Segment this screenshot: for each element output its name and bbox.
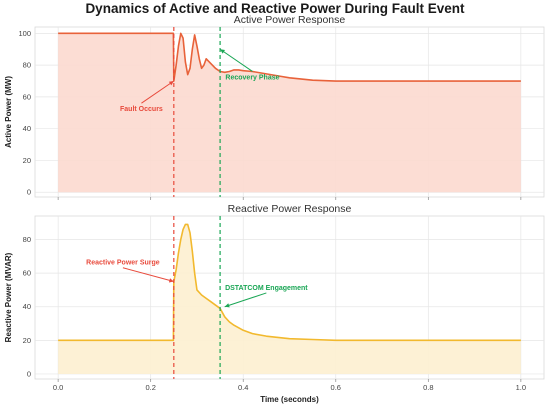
reactive-annotation-arrowhead — [224, 303, 230, 308]
active-y-tick-label: 20 — [23, 156, 31, 165]
reactive-y-tick-label: 80 — [23, 235, 31, 244]
chart-panels: Active Power Response 0 20 40 60 80 100 Fault O… — [4, 14, 545, 404]
active-annotation-arrowhead — [168, 81, 174, 86]
active-panel: Active Power Response 0 20 40 60 80 100 Fault O… — [4, 14, 545, 200]
active-y-axis-label: Active Power (MW) — [4, 76, 13, 148]
reactive-y-axis-label: Reactive Power (MVAR) — [4, 252, 13, 342]
reactive-y-tick-label: 40 — [23, 302, 31, 311]
reactive-x-tick-label: 0.6 — [331, 383, 341, 392]
reactive-x-tick-label: 1.0 — [516, 383, 526, 392]
reactive-y-tick-label: 20 — [23, 336, 31, 345]
active-area-fill — [58, 33, 521, 193]
reactive-y-tick-label: 60 — [23, 269, 31, 278]
active-annotation-arrowhead — [220, 49, 226, 54]
active-y-tick-label: 40 — [23, 124, 31, 133]
reactive-x-tick-label: 0.4 — [238, 383, 248, 392]
active-annotation-label: Recovery Phase — [225, 74, 279, 81]
reactive-x-tick-label: 0.8 — [423, 383, 433, 392]
reactive-annotation-arrow — [224, 292, 267, 308]
active-annotation-label: Fault Occurs — [120, 106, 163, 113]
active-y-tick-label: 100 — [18, 29, 31, 38]
active-y-tick-label: 60 — [23, 92, 31, 101]
active-y-tick-label: 0 — [27, 188, 31, 197]
active-annotation-arrow — [141, 80, 175, 104]
reactive-x-tick-label: 0.0 — [53, 383, 63, 392]
reactive-x-axis-label: Time (seconds) — [260, 395, 319, 404]
figure-title: Dynamics of Active and Reactive Power Du… — [85, 1, 465, 16]
reactive-annotation-arrowhead — [168, 278, 174, 283]
reactive-panel-title: Reactive Power Response — [228, 203, 352, 215]
reactive-y-tick-label: 0 — [27, 369, 31, 378]
active-y-tick-label: 80 — [23, 61, 31, 70]
reactive-x-tick-label: 0.2 — [145, 383, 155, 392]
active-panel-title: Active Power Response — [234, 14, 346, 26]
reactive-panel: Reactive Power Response 0 20 40 60 80 0.0 0.2 0.… — [4, 203, 545, 404]
reactive-annotation-arrow — [122, 267, 174, 283]
reactive-annotation-label: DSTATCOM Engagement — [225, 285, 308, 292]
reactive-annotation-label: Reactive Power Surge — [86, 260, 160, 267]
active-series-line — [58, 32, 521, 82]
active-annotation-arrow — [219, 48, 253, 72]
